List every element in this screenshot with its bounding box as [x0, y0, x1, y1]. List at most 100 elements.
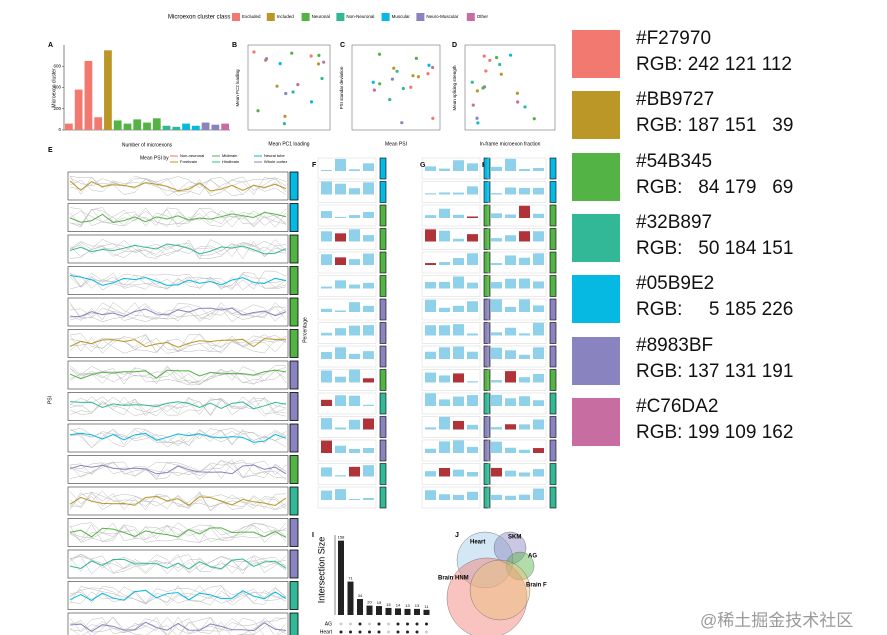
bar [363, 253, 374, 265]
panel-frame [487, 298, 547, 321]
panel-frame [487, 322, 547, 344]
panel-frame [421, 392, 481, 415]
bar [349, 419, 360, 430]
trace [69, 240, 287, 257]
bar [491, 193, 502, 195]
trace [69, 302, 287, 323]
panel-frame [487, 486, 547, 509]
axis-label: Mean PC2 loading [235, 69, 240, 107]
legend-label: Excluded [242, 14, 261, 19]
bar [467, 446, 478, 453]
bar [505, 214, 516, 218]
bar [201, 122, 210, 130]
row-tag [289, 423, 299, 453]
panel-frame [487, 204, 547, 227]
row-tag [289, 549, 299, 579]
bar [349, 395, 360, 406]
bar [74, 89, 83, 130]
trace [69, 276, 287, 291]
panel-frame [317, 204, 377, 227]
trace [69, 585, 287, 604]
trace [69, 365, 287, 384]
bar [363, 163, 374, 171]
bar [425, 325, 436, 336]
matrix-dot [339, 622, 343, 626]
bar [439, 416, 450, 430]
rgb-code: RGB: 84 179 69 [636, 176, 794, 198]
bar [425, 193, 436, 195]
row-tag [379, 416, 387, 438]
point [471, 103, 475, 107]
bar [533, 322, 544, 336]
hex-code: #F27970 [636, 28, 712, 49]
bar [363, 404, 374, 406]
bar [533, 168, 544, 171]
trace [69, 396, 287, 416]
point [508, 53, 513, 57]
bar [439, 307, 450, 312]
bar [519, 278, 530, 289]
row-tag [483, 416, 491, 438]
bar [533, 373, 544, 383]
panel-frame [421, 275, 481, 297]
bar [349, 169, 360, 171]
trace [69, 617, 287, 635]
trace [69, 492, 287, 511]
matrix-dot [358, 622, 362, 626]
bar [491, 332, 502, 336]
bar [505, 235, 516, 242]
bar [533, 347, 544, 359]
bar [467, 253, 478, 265]
panel-frame [421, 298, 481, 321]
panel-frame [317, 439, 377, 462]
bar [349, 325, 360, 336]
point [482, 54, 486, 58]
bar [335, 328, 346, 336]
bar [321, 308, 332, 312]
bar [425, 229, 436, 242]
bar [321, 231, 332, 242]
panel-frame [421, 439, 481, 462]
row-tag [549, 157, 557, 180]
bar [533, 213, 544, 218]
row-tag [549, 439, 557, 462]
row-tag [379, 275, 387, 297]
row-tag [379, 204, 387, 227]
bar [425, 263, 436, 265]
hex-code: #05B9E2 [636, 273, 715, 295]
bar [439, 281, 450, 289]
rgb-code: RGB: 199 109 162 [636, 421, 794, 443]
point [431, 116, 435, 120]
panel-frame [317, 228, 377, 250]
point [278, 62, 282, 66]
legend-label: Whole cortex [264, 159, 287, 164]
bar [505, 495, 516, 500]
trace [69, 432, 287, 443]
panel-frame [487, 439, 547, 462]
bar [467, 491, 478, 500]
point [499, 72, 503, 76]
trace [69, 462, 287, 479]
bar [349, 229, 360, 242]
bar [335, 376, 346, 383]
row-tag [289, 297, 299, 327]
bar [439, 441, 450, 453]
data-label: 13 [405, 603, 410, 608]
row-tag [289, 486, 299, 516]
trace [69, 180, 287, 192]
bar [439, 399, 450, 406]
bar [519, 354, 530, 359]
trace [69, 177, 287, 194]
row-tag [549, 181, 557, 203]
axis-label: Intersection Size [316, 537, 326, 604]
bar [113, 120, 122, 130]
point [322, 60, 326, 64]
row-tag [483, 369, 491, 391]
panel-letter: D [452, 42, 457, 49]
row-tag [379, 345, 387, 368]
bar [505, 306, 516, 312]
trace [69, 369, 287, 380]
bar [519, 377, 530, 383]
set-label: AG [528, 554, 537, 560]
bar [519, 299, 530, 312]
